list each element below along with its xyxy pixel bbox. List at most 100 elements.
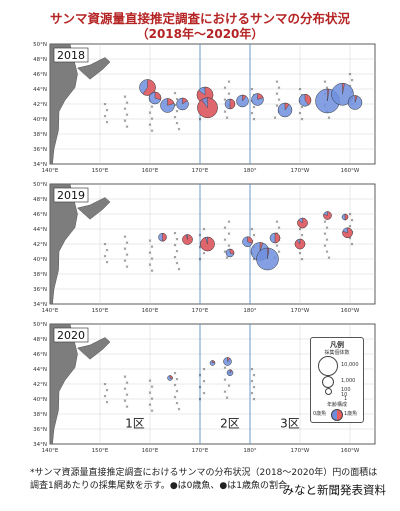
catch-pie-age1 [259, 242, 264, 252]
station-mark: × [348, 72, 352, 78]
station-mark: × [198, 385, 202, 391]
station-mark: × [223, 85, 227, 91]
station-mark: × [150, 396, 154, 402]
lat-tick-label: 38°N [33, 132, 47, 138]
station-mark: × [277, 85, 281, 91]
station-mark: × [175, 248, 179, 254]
station-mark: × [300, 105, 304, 111]
station-mark: × [300, 257, 304, 263]
lat-tick-label: 48°N [33, 57, 47, 63]
station-mark: × [173, 254, 177, 260]
station-mark: × [175, 96, 179, 102]
station-mark: × [223, 225, 227, 231]
lon-tick-label: 180° [243, 448, 256, 454]
lon-tick-label: 150°E [92, 168, 109, 174]
station-mark: × [275, 79, 279, 85]
station-mark: × [175, 108, 179, 114]
catch-pie-age1 [342, 227, 353, 238]
station-mark: × [148, 110, 152, 116]
station-mark: × [173, 382, 177, 388]
station-mark: × [173, 230, 177, 236]
catch-pie-age1 [182, 234, 193, 245]
station-mark: × [105, 248, 109, 254]
station-mark: × [150, 384, 154, 390]
station-mark: × [277, 225, 281, 231]
station-mark: × [323, 79, 327, 85]
station-mark: × [198, 373, 202, 379]
station-mark: × [277, 97, 281, 103]
lon-tick-label: 140°E [42, 168, 59, 174]
station-mark: × [177, 266, 181, 272]
lon-tick-label: 160°E [142, 308, 159, 314]
station-mark: × [150, 408, 154, 414]
lat-tick-label: 38°N [33, 412, 47, 418]
map-legend: 凡例 採集個体数 10,000 1,000 100 10 1 年齢構成 0歳魚 … [310, 337, 364, 423]
legend-value-3: 100 [341, 387, 351, 393]
catch-pie-age1 [327, 88, 330, 102]
station-mark: × [125, 380, 129, 386]
station-mark: × [123, 374, 127, 380]
station-mark: × [198, 117, 202, 123]
station-mark: × [202, 367, 206, 373]
station-mark: × [175, 376, 179, 382]
station-mark: × [175, 120, 179, 126]
station-mark: × [177, 406, 181, 412]
legend-header: 採集個体数 [324, 350, 350, 356]
station-mark: × [202, 251, 206, 257]
zone-label-2: 2区 [220, 417, 240, 431]
legend-value-5: 1 [344, 396, 348, 402]
station-mark: × [173, 370, 177, 376]
station-mark: × [150, 256, 154, 262]
station-mark: × [223, 389, 227, 395]
legend-title: 凡例 [330, 341, 344, 349]
lon-tick-label: 170°E [192, 448, 209, 454]
catch-pie-age1 [267, 247, 270, 260]
station-mark: × [173, 114, 177, 120]
station-mark: × [125, 100, 129, 106]
station-mark: × [125, 124, 129, 130]
map-panel-2019: 50°N 48°N 46°N 44°N 42°N 40°N 38°N 36°N 34°N140°… [33, 182, 376, 314]
catch-pie-age1 [297, 217, 308, 229]
station-mark: × [350, 78, 354, 84]
station-mark: × [252, 117, 256, 123]
catch-pie-age1 [142, 79, 156, 96]
station-mark: × [123, 106, 127, 112]
year-box [53, 47, 89, 63]
catch-pie-age1 [227, 357, 231, 363]
lon-tick-label: 140°E [42, 448, 59, 454]
lat-tick-label: 36°N [33, 147, 47, 153]
station-mark: × [275, 103, 279, 109]
kuril-islands [76, 337, 111, 360]
station-mark: × [177, 126, 181, 132]
lon-tick-label: 170°W [291, 168, 310, 174]
catch-pie-age1 [242, 94, 247, 102]
station-mark: × [298, 87, 302, 93]
station-mark: × [123, 386, 127, 392]
lon-tick-label: 170°E [192, 308, 209, 314]
station-mark: × [125, 252, 129, 258]
lon-tick-label: 180° [243, 308, 256, 314]
station-mark: × [323, 231, 327, 237]
station-mark: × [252, 233, 256, 239]
station-mark: × [327, 255, 331, 261]
lon-tick-label: 180° [243, 168, 256, 174]
station-mark: × [123, 234, 127, 240]
lon-tick-label: 160°W [341, 168, 360, 174]
station-mark: × [325, 85, 329, 91]
station-mark: × [223, 237, 227, 243]
station-mark: × [325, 225, 329, 231]
catch-pie-age1 [247, 236, 253, 244]
kuril-islands [76, 197, 111, 220]
catch-pie-age1 [294, 238, 306, 250]
catch-pie-age1 [154, 91, 162, 101]
station-mark: × [250, 391, 254, 397]
station-mark: × [150, 268, 154, 274]
station-mark: × [148, 122, 152, 128]
legend-circle-medium [322, 376, 334, 388]
station-mark: × [125, 404, 129, 410]
lon-tick-label: 150°E [92, 308, 109, 314]
catch-pie-age1 [257, 93, 264, 100]
station-mark: × [123, 246, 127, 252]
year-label: 2019 [57, 189, 85, 202]
legend-age1-label: 1歳魚 [344, 411, 358, 417]
